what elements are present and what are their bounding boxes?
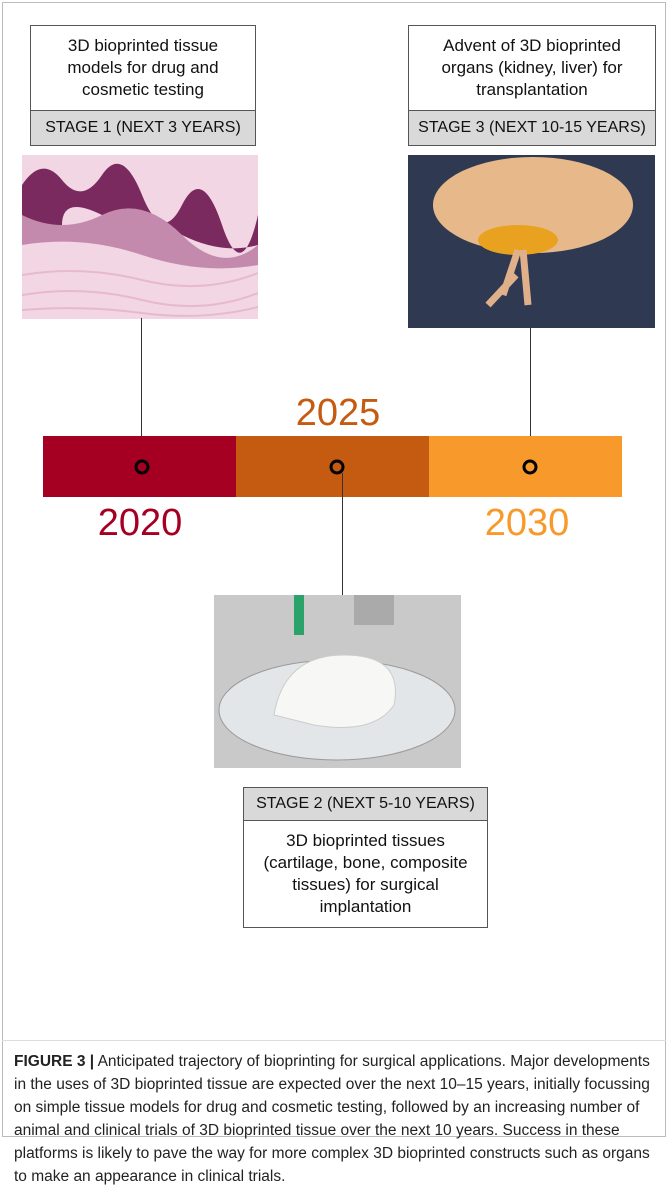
caption: FIGURE 3 | Anticipated trajectory of bio… (14, 1050, 654, 1188)
stage-description: Advent of 3D bioprinted organs (kidney, … (408, 25, 656, 111)
caption-divider (2, 1040, 666, 1041)
year-label: 2025 (258, 392, 418, 435)
caption-label: FIGURE 3 | (14, 1053, 94, 1070)
stage-label: STAGE 3 (NEXT 10-15 YEARS) (408, 110, 656, 146)
bioprinted-ear-image (214, 595, 461, 768)
year-label: 2020 (60, 502, 220, 545)
connector-line (342, 473, 343, 595)
stage-description: 3D bioprinted tissues (cartilage, bone, … (243, 820, 488, 928)
stage-label: STAGE 1 (NEXT 3 YEARS) (30, 110, 256, 146)
skin-histology-image (22, 155, 258, 319)
year-label: 2030 (447, 502, 607, 545)
caption-text: Anticipated trajectory of bioprinting fo… (14, 1053, 650, 1185)
figure-page: 3D bioprinted tissue models for drug and… (0, 0, 668, 1139)
stage-label: STAGE 2 (NEXT 5-10 YEARS) (243, 787, 488, 821)
timeline-markers (0, 430, 668, 510)
kidney-image (408, 155, 655, 328)
stage-description: 3D bioprinted tissue models for drug and… (30, 25, 256, 111)
